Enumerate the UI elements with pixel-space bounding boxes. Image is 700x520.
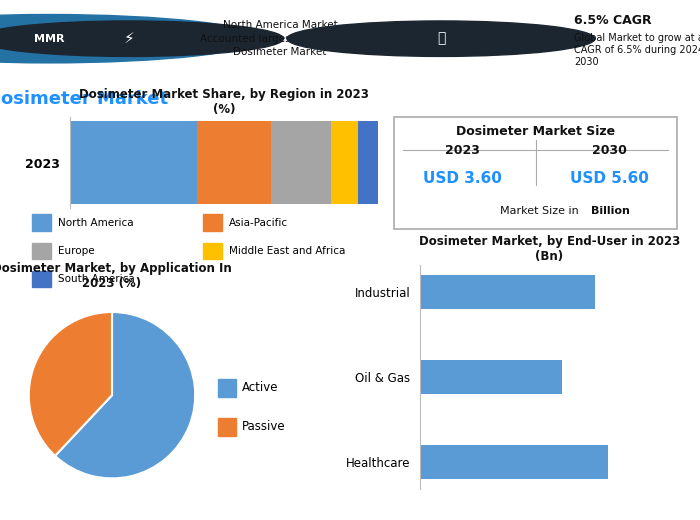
Text: Global Market to grow at a
CAGR of 6.5% during 2024-
2030: Global Market to grow at a CAGR of 6.5% … (574, 33, 700, 68)
Text: North America: North America (57, 217, 134, 228)
Title: Dosimeter Market Share, by Region in 2023
(%): Dosimeter Market Share, by Region in 202… (79, 88, 369, 116)
Text: 2023: 2023 (444, 144, 480, 157)
Bar (420, 276, 595, 309)
Text: Active: Active (242, 382, 279, 394)
Bar (218, 418, 236, 435)
Circle shape (0, 15, 259, 63)
Text: USD 5.60: USD 5.60 (570, 171, 648, 186)
Text: Passive: Passive (242, 420, 286, 433)
Text: Middle East and Africa: Middle East and Africa (229, 246, 346, 256)
Text: Dosimeter Market Size: Dosimeter Market Size (456, 125, 615, 138)
Bar (203, 214, 223, 230)
Circle shape (287, 21, 595, 57)
Bar (420, 445, 608, 478)
Text: North America Market
Accounted largest share in the
Dosimeter Market: North America Market Accounted largest s… (200, 20, 360, 57)
Text: 6.5% CAGR: 6.5% CAGR (574, 14, 652, 27)
Bar (197, 121, 271, 204)
Bar (32, 243, 50, 259)
Text: Asia-Pacific: Asia-Pacific (229, 217, 288, 228)
Bar (331, 121, 358, 204)
Bar (358, 121, 378, 204)
Title: Dosimeter Market, by End-User in 2023
(Bn): Dosimeter Market, by End-User in 2023 (B… (419, 235, 680, 263)
Text: Dosimeter Market: Dosimeter Market (0, 90, 168, 108)
Title: Dosimeter Market, by Application In
2023 (%): Dosimeter Market, by Application In 2023… (0, 262, 232, 290)
Bar (271, 121, 331, 204)
Bar (218, 379, 236, 396)
Bar (70, 121, 197, 204)
Circle shape (0, 21, 284, 57)
Bar (203, 243, 223, 259)
Text: ⚡: ⚡ (124, 31, 135, 46)
Text: USD 3.60: USD 3.60 (423, 171, 501, 186)
Wedge shape (29, 312, 112, 456)
Text: Billion: Billion (592, 205, 630, 216)
Text: Europe: Europe (57, 246, 94, 256)
Bar (32, 271, 50, 287)
Text: 2030: 2030 (592, 144, 626, 157)
Text: South America: South America (57, 274, 134, 284)
Wedge shape (55, 312, 195, 478)
Bar (32, 214, 50, 230)
Text: MMR: MMR (34, 34, 64, 44)
Text: 🔥: 🔥 (437, 32, 445, 46)
Bar (420, 360, 563, 394)
Text: Market Size in: Market Size in (500, 205, 582, 216)
